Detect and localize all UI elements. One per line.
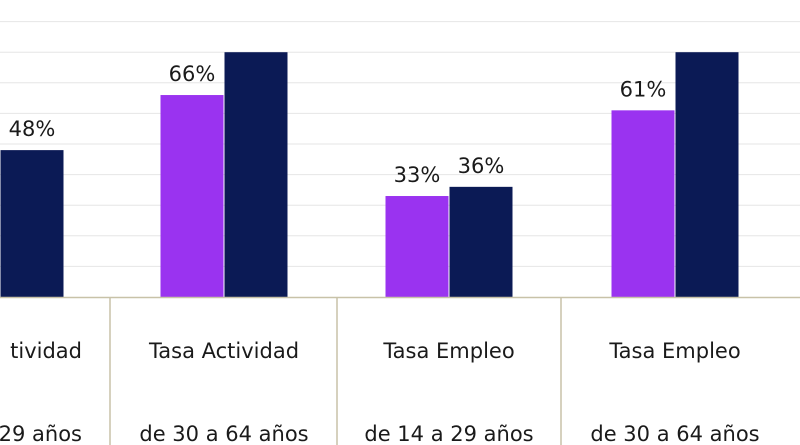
category-label: de 14 a 29 años — [364, 422, 533, 445]
category-label: 29 años — [0, 422, 82, 445]
bars — [0, 52, 739, 298]
category-label: Tasa Actividad — [148, 339, 299, 363]
data-label: 61% — [620, 77, 667, 101]
bar-series-2-cat-3 — [449, 186, 513, 297]
bar-series-1-cat-4 — [611, 110, 675, 297]
data-label: 48% — [9, 117, 56, 141]
category-label: tividad — [10, 339, 82, 363]
category-label: de 30 a 64 años — [590, 422, 759, 445]
data-label: 33% — [394, 163, 441, 187]
category-label: Tasa Empleo — [608, 339, 740, 363]
category-label: de 30 a 64 años — [139, 422, 308, 445]
bar-series-1-cat-3 — [385, 196, 449, 297]
data-label: 66% — [169, 62, 216, 86]
data-labels: 66% 33% 61% 48% 36% — [9, 62, 667, 187]
category-table: tividad 29 años Tasa Actividad de 30 a 64 a… — [0, 296, 800, 445]
bar-series-1-cat-2 — [160, 95, 224, 297]
bar-series-2-cat-1 — [0, 150, 64, 297]
bar-series-2-cat-4 — [675, 52, 739, 298]
bar-series-2-cat-2 — [224, 52, 288, 298]
data-label: 36% — [458, 154, 505, 178]
gridlines — [0, 21, 800, 267]
category-label: Tasa Empleo — [382, 339, 514, 363]
